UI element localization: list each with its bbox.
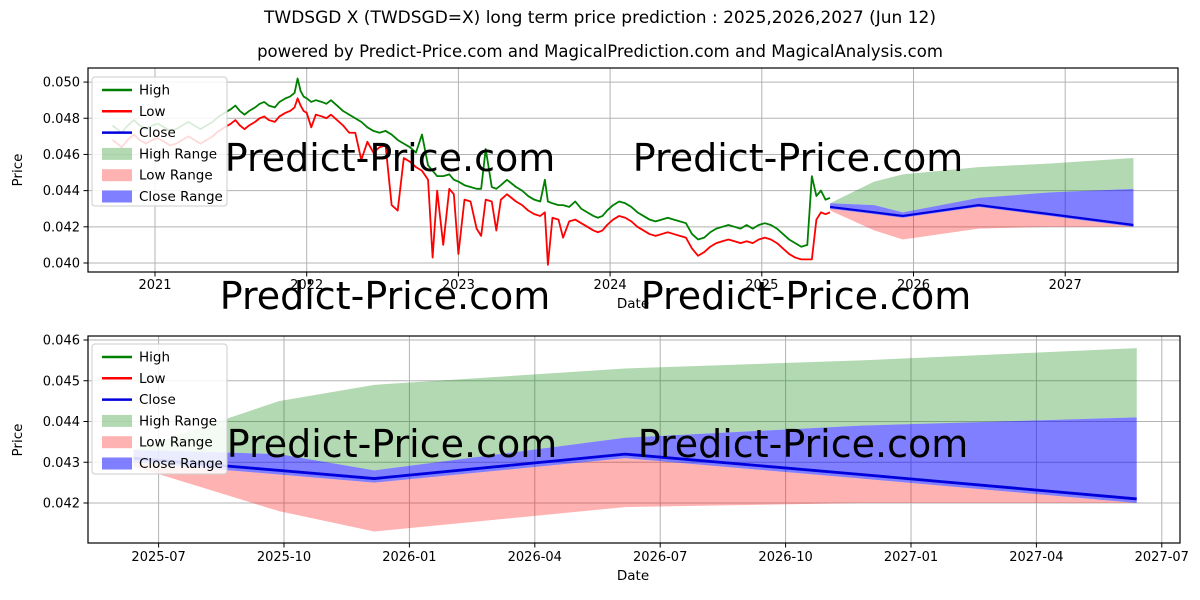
legend-label: Low Range [139,435,213,451]
legend-item-low-range: Low Range [102,168,213,184]
close-forecast-line [829,204,1134,227]
x-tick-label: 2026-01 [382,550,436,565]
x-tick-label: 2025-10 [257,550,311,565]
legend-label: Low Range [139,168,213,184]
x-tick-label: 2026-07 [633,550,687,565]
legend-item-close: Close [102,125,176,141]
close-range-legend-swatch [102,190,132,203]
legend: High Low Close High Range Low Range Close Ran… [91,76,228,207]
watermark-text: Predict-Price.com [227,422,558,466]
page-subtitle: powered by Predict-Price.com and Magical… [257,42,943,61]
y-tick-label: 0.050 [43,76,80,91]
x-axis-label: Date [617,568,649,584]
legend-item-close-range: Close Range [102,456,223,472]
y-tick-label: 0.040 [43,257,80,272]
legend-label: High [139,83,170,99]
watermark-text: Predict-Price.com [633,136,964,180]
x-tick-label: 2026 [897,278,930,293]
legend-label: High [139,350,170,366]
high-range-band [133,348,1137,471]
main-price-chart: 2021 2022 2023 2024 2025 2026 2027 0.040 0.042 0.… [10,67,1179,318]
legend-label: Close Range [139,456,223,472]
y-axis-label: Price [10,424,26,457]
low-history-line [111,97,831,266]
legend-label: Low [139,371,166,387]
x-tick-label: 2022 [290,278,323,293]
axes-spines [87,335,1181,544]
legend-item-low: Low [102,104,166,120]
legend-item-high: High [102,350,170,366]
x-tick-label: 2023 [442,278,475,293]
legend-label: High Range [139,146,217,162]
legend-label: Close Range [139,189,223,205]
high-range-legend-swatch [102,147,132,160]
y-tick-label: 0.044 [43,415,80,430]
axes-spines [87,67,1179,273]
watermark-text: Predict-Price.com [638,422,969,466]
x-tick-label: 2026-04 [508,550,562,565]
legend-item-high-range: High Range [102,413,217,429]
high-range-band [830,158,1134,213]
x-tick-label: 2021 [138,278,171,293]
y-tick-label: 0.045 [43,374,80,389]
legend-box [91,343,228,475]
legend-label: High Range [139,413,217,429]
x-axis-label: Date [617,296,649,312]
low-range-band [830,206,1134,240]
x-tick-label: 2027 [1049,278,1082,293]
close-range-legend-swatch [102,457,132,470]
legend: High Low Close High Range Low Range Close Ran… [91,343,228,475]
y-tick-label: 0.046 [43,148,80,163]
legend-label: Close [139,125,176,141]
legend-item-close-range: Close Range [102,189,223,205]
x-tick-label: 2027-01 [884,550,938,565]
x-tick-label: 2024 [594,278,627,293]
low-range-band [133,458,1137,532]
y-tick-label: 0.042 [43,497,80,512]
close-range-band [133,417,1137,503]
legend-box [91,76,228,207]
low-range-legend-swatch [102,169,132,182]
legend-item-high-range: High Range [102,146,217,162]
legend-item-high: High [102,83,170,99]
close-forecast-line [133,452,1137,501]
legend-item-low: Low [102,371,166,387]
x-tick-label: 2027-07 [1135,550,1189,565]
y-axis-label: Price [10,154,26,187]
y-tick-label: 0.044 [43,184,80,199]
watermark-text: Predict-Price.com [641,274,972,318]
x-tick-label: 2025 [745,278,778,293]
page-title: TWDSGD X (TWDSGD=X) long term price pred… [264,8,936,28]
x-tick-label: 2025-07 [131,550,185,565]
close-range-band [830,188,1134,227]
y-tick-label: 0.046 [43,334,80,349]
watermark-text: Predict-Price.com [225,136,556,180]
y-tick-label: 0.042 [43,220,80,235]
forecast-detail-chart: 2025-07 2025-10 2026-01 2026-04 2026-07 2026-… [10,334,1189,585]
legend-label: Low [139,104,166,120]
watermark-text: Predict-Price.com [220,274,551,318]
x-tick-label: 2026-10 [758,550,812,565]
y-tick-label: 0.043 [43,456,80,471]
x-tick-label: 2027-04 [1009,550,1063,565]
legend-item-low-range: Low Range [102,435,213,451]
low-range-legend-swatch [102,436,132,449]
y-tick-label: 0.048 [43,112,80,127]
high-range-legend-swatch [102,414,132,427]
high-history-line [111,77,831,248]
legend-item-close: Close [102,392,176,408]
legend-label: Close [139,392,176,408]
